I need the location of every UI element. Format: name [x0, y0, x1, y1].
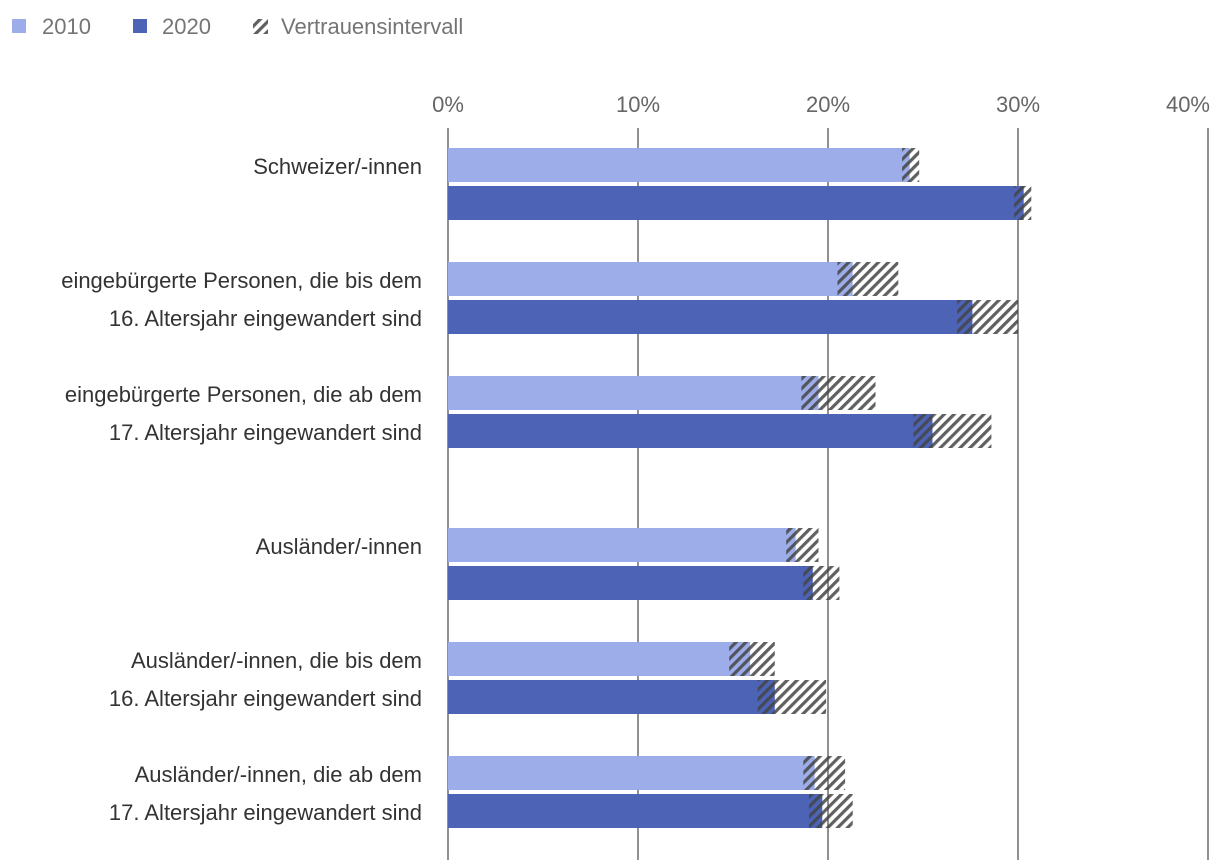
confidence-interval-2010: [803, 756, 846, 790]
legend-swatch-2020: [133, 19, 147, 33]
legend-label-2010: 2010: [42, 14, 91, 39]
bar-2020: [448, 680, 775, 714]
category-label: 16. Altersjahr eingewandert sind: [109, 686, 422, 711]
confidence-interval-2020: [1014, 186, 1032, 220]
x-tick-label: 30%: [996, 92, 1040, 117]
x-tick-label: 20%: [806, 92, 850, 117]
confidence-interval-2010: [902, 148, 920, 182]
bar-2010: [448, 376, 819, 410]
category-label: Ausländer/-innen, die bis dem: [131, 648, 422, 673]
confidence-interval-2020: [913, 414, 992, 448]
confidence-interval-2020: [809, 794, 853, 828]
bar-2020: [448, 186, 1024, 220]
bar-2010: [448, 528, 796, 562]
legend-swatch-2010: [12, 19, 26, 33]
bar-2010: [448, 262, 853, 296]
legend-label-ci: Vertrauensintervall: [281, 14, 463, 39]
confidence-interval-2020: [757, 680, 827, 714]
confidence-interval-2020: [957, 300, 1018, 334]
category-label: Ausländer/-innen, die ab dem: [135, 762, 422, 787]
bar-2010: [448, 148, 910, 182]
x-tick-label: 0%: [432, 92, 464, 117]
category-label: eingebürgerte Personen, die bis dem: [61, 268, 422, 293]
bar-2020: [448, 794, 823, 828]
category-label: Schweizer/-innen: [253, 154, 422, 179]
category-label: Ausländer/-innen: [256, 534, 422, 559]
bar-2020: [448, 414, 933, 448]
confidence-interval-2010: [801, 376, 876, 410]
legend-label-2020: 2020: [162, 14, 211, 39]
x-tick-label: 10%: [616, 92, 660, 117]
category-labels: Schweizer/-innen eingebürgerte Personen, …: [61, 154, 422, 825]
bar-2020: [448, 566, 813, 600]
x-tick-label: 40%: [1166, 92, 1210, 117]
bar-2010: [448, 642, 751, 676]
category-label: 16. Altersjahr eingewandert sind: [109, 306, 422, 331]
confidence-interval-2010: [837, 262, 899, 296]
category-label: 17. Altersjahr eingewandert sind: [109, 420, 422, 445]
bars: [448, 148, 1032, 828]
bar-2020: [448, 300, 973, 334]
confidence-interval-2010: [729, 642, 775, 676]
category-label: 17. Altersjahr eingewandert sind: [109, 800, 422, 825]
gridlines: [447, 128, 1209, 860]
x-axis-ticks: 0% 10% 20% 30% 40%: [432, 92, 1210, 117]
confidence-interval-2010: [786, 528, 819, 562]
bar-2010: [448, 756, 815, 790]
category-label: eingebürgerte Personen, die ab dem: [65, 382, 422, 407]
confidence-interval-2020: [803, 566, 840, 600]
legend: 2010 2020 Vertrauensintervall: [12, 14, 463, 39]
legend-swatch-ci: [253, 19, 268, 34]
